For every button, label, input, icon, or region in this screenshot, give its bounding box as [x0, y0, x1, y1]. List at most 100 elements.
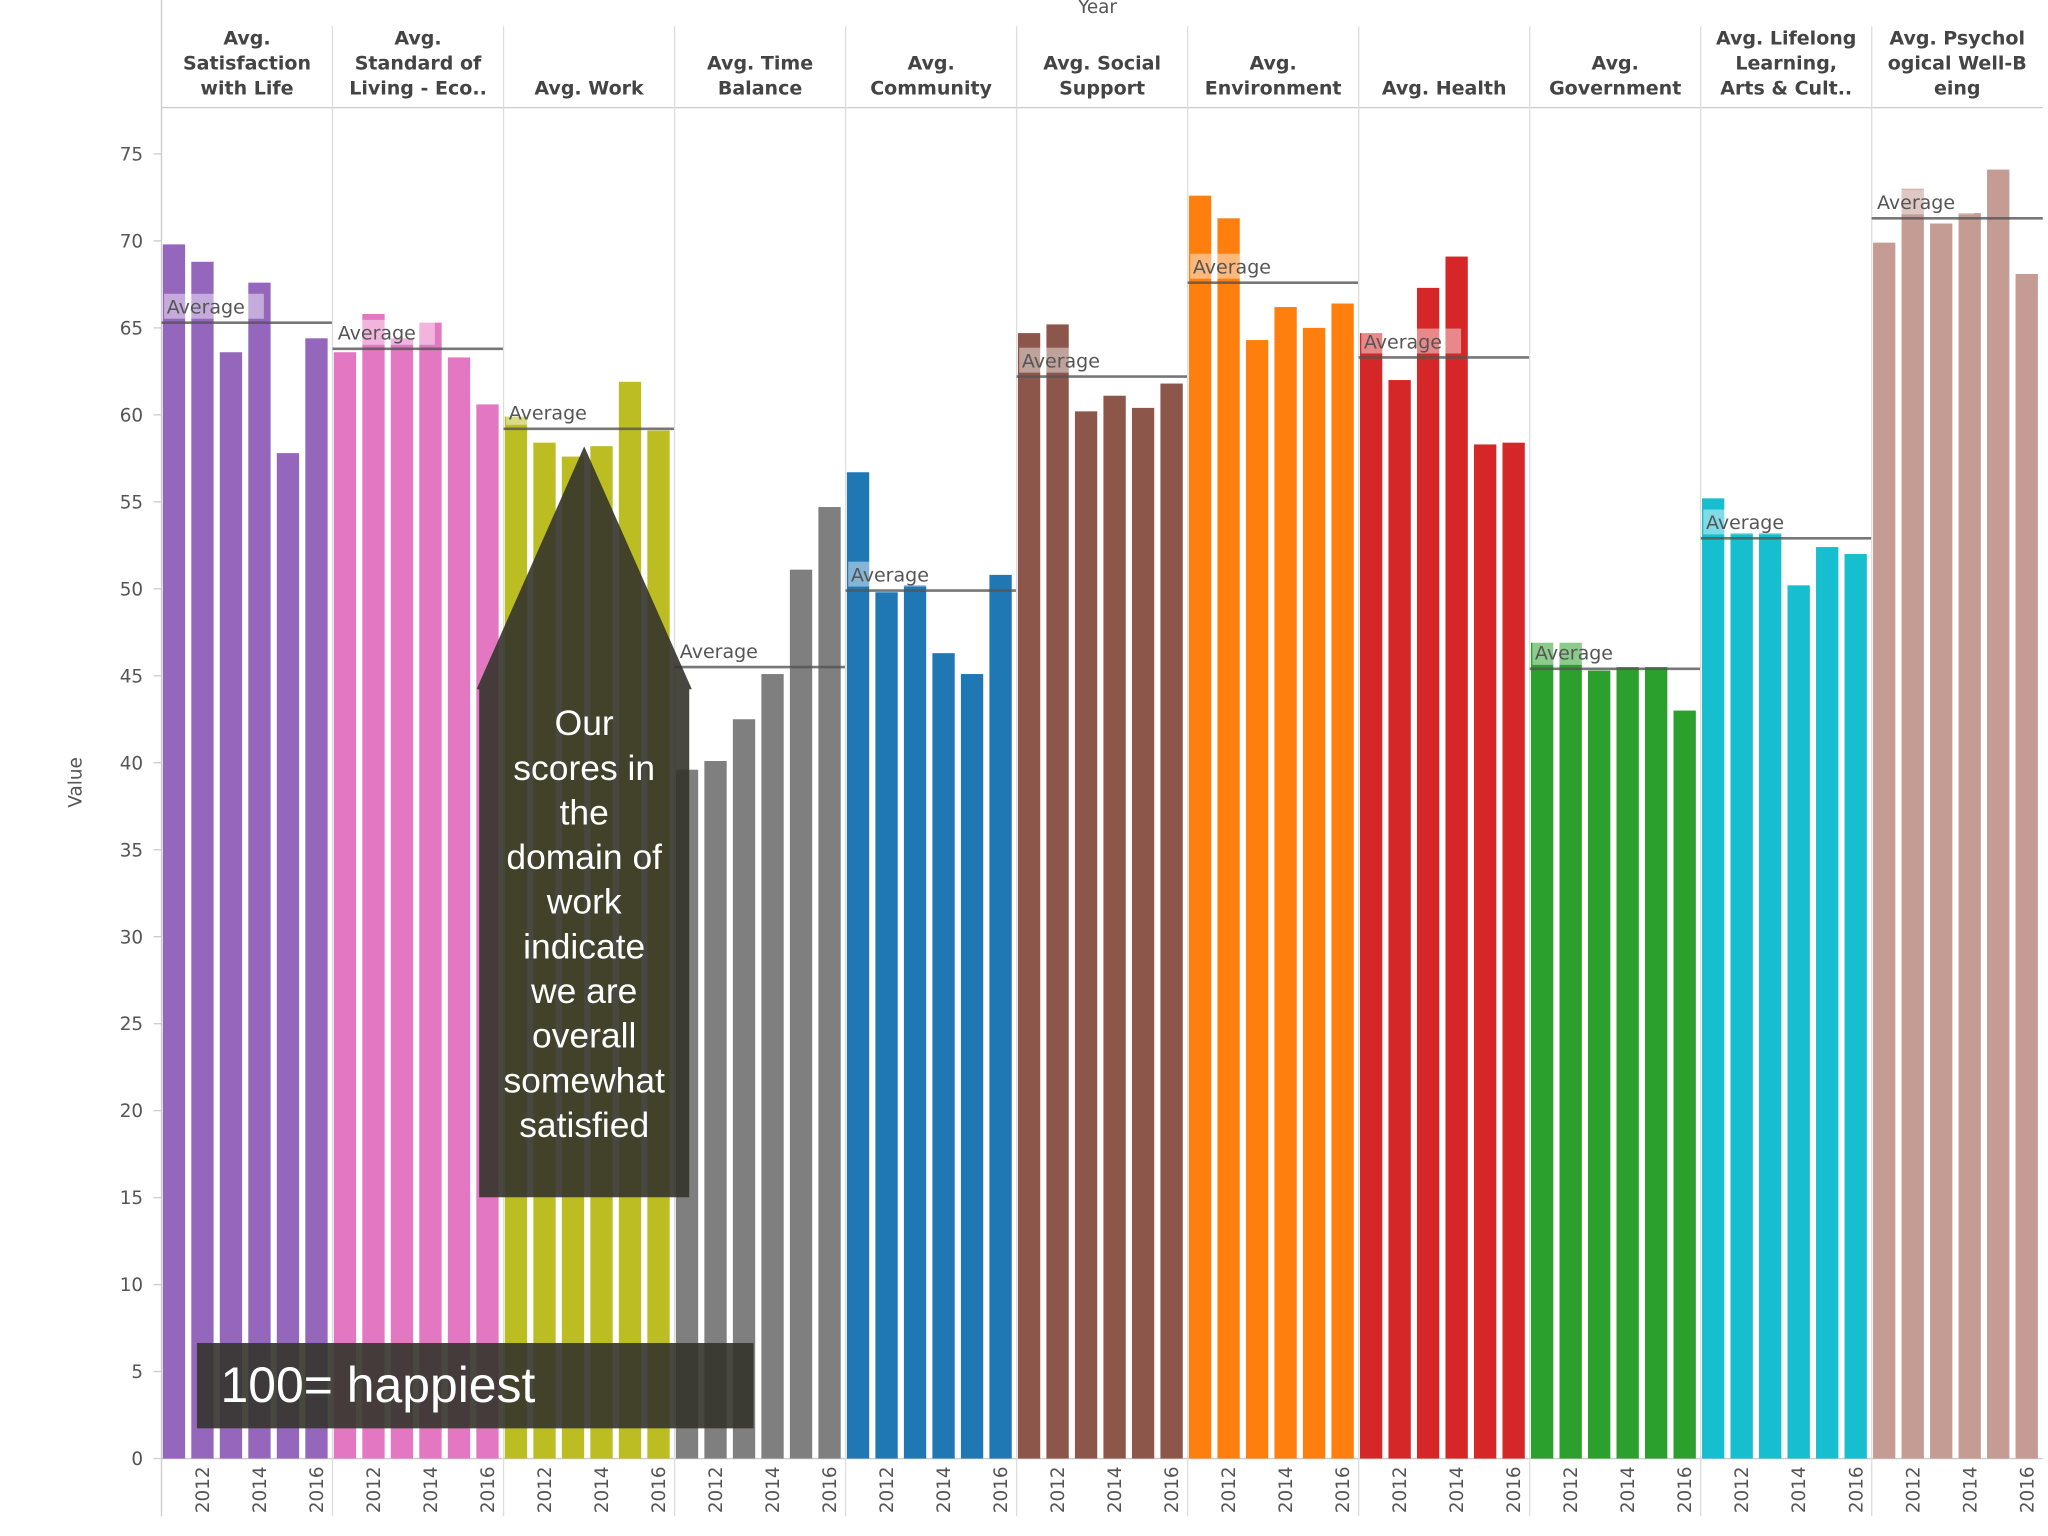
callout-text-line: somewhat [503, 1060, 665, 1100]
bar [1987, 169, 2010, 1459]
y-tick-label: 50 [120, 579, 143, 600]
bar [1046, 324, 1069, 1459]
bar [732, 719, 756, 1459]
callout-text-line: satisfied [519, 1105, 649, 1145]
bar [419, 322, 442, 1459]
average-label: Average [1706, 512, 1784, 534]
x-tick-label: 2012 [1732, 1466, 1753, 1513]
bar [1017, 333, 1041, 1459]
average-label-bg [1532, 639, 1633, 665]
bar [1759, 533, 1782, 1459]
average-label-bg [677, 638, 777, 664]
bar [305, 338, 328, 1459]
average-label: Average [167, 296, 245, 318]
panel-header-label: Avg. Time [707, 53, 813, 75]
x-tick-label: 2012 [193, 1466, 214, 1513]
bar [1274, 307, 1297, 1459]
panel-header-label: Avg. [394, 28, 441, 50]
bar [191, 261, 214, 1459]
y-tick-label: 10 [120, 1275, 143, 1296]
callout-arrow-shape [476, 446, 692, 1198]
bar [932, 653, 955, 1459]
bar [1673, 710, 1696, 1459]
panel: Avg. Social Support 2012 2014 2016 Average [1015, 26, 1188, 1517]
x-tick-label: 2016 [1504, 1466, 1525, 1513]
callout-text-line: the [560, 792, 609, 832]
bar [2015, 273, 2038, 1459]
x-tick-label: 2012 [1048, 1466, 1069, 1513]
panel-header-label: Avg. Health [1382, 78, 1507, 100]
bar [1873, 242, 1896, 1459]
x-tick-label: 2014 [763, 1466, 784, 1513]
bar [704, 761, 727, 1459]
y-tick-label: 65 [120, 318, 143, 339]
x-tick-label: 2014 [1960, 1466, 1981, 1513]
x-tick-label: 2016 [478, 1466, 499, 1513]
bar [276, 453, 300, 1459]
bar [1359, 333, 1383, 1459]
axes: 0 5 10 15 20 25 30 35 40 45 50 55 60 65 70 75 [120, 0, 2043, 1517]
average-label-bg [1874, 189, 1975, 215]
average-label: Average [1364, 331, 1442, 353]
bar [818, 507, 841, 1459]
panel-header-label: with Life [200, 78, 293, 100]
y-axis-label: Value [65, 757, 86, 807]
x-tick-label: 2014 [1447, 1466, 1468, 1513]
panel-header-label: Living - Eco.. [349, 78, 487, 100]
bar [1616, 667, 1639, 1459]
scale-note-box [196, 1343, 754, 1429]
bar [989, 574, 1012, 1459]
bar [362, 313, 385, 1459]
panel-header-label: Avg. Social [1043, 53, 1161, 75]
y-tick-label: 55 [120, 492, 143, 513]
x-tick-label: 2012 [1219, 1466, 1240, 1513]
x-tick-label: 2016 [2017, 1466, 2038, 1513]
x-tick-label: 2014 [421, 1466, 442, 1513]
bar [1502, 442, 1525, 1459]
panel-header-label: Government [1549, 78, 1681, 100]
x-tick-label: 2012 [364, 1466, 385, 1513]
bar [1302, 327, 1326, 1459]
panels: Avg. Satisfaction with Life 2012 2014 2016 Ave… [161, 26, 2043, 1517]
scale-note-text: 100= happiest [221, 1357, 536, 1413]
x-tick-label: 2012 [1561, 1466, 1582, 1513]
average-label: Average [338, 323, 416, 345]
bar [1473, 444, 1497, 1459]
panel-header-label: Avg. Work [534, 78, 645, 100]
panel-header-label: Environment [1205, 78, 1342, 100]
panel: Avg. Health 2012 2014 2016 Average [1357, 26, 1530, 1517]
average-label-bg [164, 293, 264, 319]
panel: Avg. Standard of Living - Eco.. 2012 2014 201… [331, 26, 504, 1517]
bar [1416, 287, 1440, 1459]
x-tick-label: 2014 [250, 1466, 271, 1513]
top-axis-label: Year [1077, 0, 1117, 18]
average-label-bg [506, 399, 606, 425]
bar [1217, 218, 1240, 1459]
callout-text-line: we are [530, 971, 637, 1011]
callout-text-line: indicate [523, 926, 645, 966]
x-tick-label: 2012 [877, 1466, 898, 1513]
average-label: Average [1535, 643, 1613, 665]
panel-header-label: Avg. [1249, 53, 1296, 75]
y-tick-label: 45 [120, 666, 143, 687]
average-label-bg [1190, 253, 1291, 279]
bar [1901, 188, 1924, 1459]
bar [1816, 547, 1839, 1459]
bar [1958, 213, 1981, 1459]
callout-text-line: domain of [506, 837, 662, 877]
y-tick-label: 0 [131, 1449, 143, 1470]
panel-header-label: Avg. [907, 53, 954, 75]
panel: Avg. Satisfaction with Life 2012 2014 2016 Ave… [161, 28, 333, 1513]
panel: Avg. Lifelong Learning, Arts & Cult.. 2012 2… [1700, 26, 1872, 1517]
bar [1160, 383, 1183, 1459]
bar [875, 592, 898, 1459]
average-label: Average [509, 403, 587, 425]
bar [1074, 411, 1098, 1459]
average-label-bg [1361, 328, 1462, 354]
panel-header-label: ogical Well-B [1888, 53, 2027, 75]
bar [1388, 380, 1411, 1459]
bar [390, 338, 414, 1459]
x-tick-label: 2012 [535, 1466, 556, 1513]
bar [761, 674, 784, 1459]
